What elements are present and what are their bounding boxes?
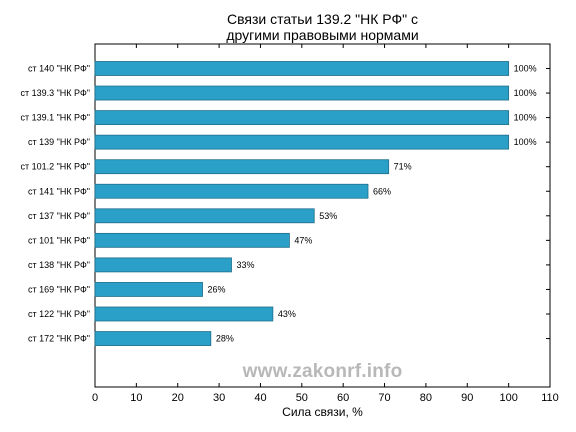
category-label: ст 139.3 "НК РФ" [20,88,90,98]
bar [94,85,510,101]
chart-title-line-2: другими правовыми нормами [226,27,419,43]
value-label: 53% [319,211,337,221]
category-label: ст 139.1 "НК РФ" [20,113,90,123]
value-label: 71% [394,162,412,172]
x-tick-label: 70 [378,392,390,404]
x-tick-label: 40 [254,392,266,404]
value-label: 66% [373,186,391,196]
x-tick-label: 30 [213,392,225,404]
category-label: ст 169 "НК РФ" [28,284,90,294]
bar [94,134,510,150]
bar [94,208,315,224]
x-tick-label: 10 [130,392,142,404]
bar [94,306,274,322]
value-label: 33% [237,260,255,270]
category-label: ст 101 "НК РФ" [28,235,90,245]
watermark: www.zakonrf.info [242,361,403,382]
value-label: 47% [294,235,312,245]
value-label: 26% [208,284,226,294]
value-label: 28% [216,334,234,344]
value-label: 100% [514,88,537,98]
value-label: 43% [278,309,296,319]
category-label: ст 140 "НК РФ" [28,64,90,74]
bar [94,159,390,175]
x-tick-label: 90 [461,392,473,404]
x-tick-label: 110 [541,392,559,404]
x-tick-label: 20 [172,392,184,404]
chart-title-line-1: Связи статьи 139.2 "НК РФ" с [227,11,418,27]
bar [94,183,369,199]
category-label: ст 141 "НК РФ" [28,186,90,196]
category-label: ст 101.2 "НК РФ" [20,162,90,172]
bar [94,61,510,76]
value-label: 100% [514,113,537,123]
category-label: ст 172 "НК РФ" [28,334,90,344]
bar [94,282,203,297]
bar [94,110,510,125]
x-tick-label: 0 [92,392,98,404]
x-axis-label: Сила связи, % [282,405,363,419]
value-label: 100% [514,137,537,147]
category-label: ст 138 "НК РФ" [28,260,90,270]
bar [94,257,232,273]
bar [94,232,290,248]
x-tick-label: 100 [499,392,517,404]
bar [94,331,212,346]
x-tick-label: 50 [296,392,308,404]
value-label: 100% [514,64,537,74]
category-label: ст 139 "НК РФ" [28,137,90,147]
category-label: ст 137 "НК РФ" [28,211,90,221]
category-label: ст 122 "НК РФ" [28,309,90,319]
x-tick-label: 60 [337,392,349,404]
x-tick-label: 80 [420,392,432,404]
